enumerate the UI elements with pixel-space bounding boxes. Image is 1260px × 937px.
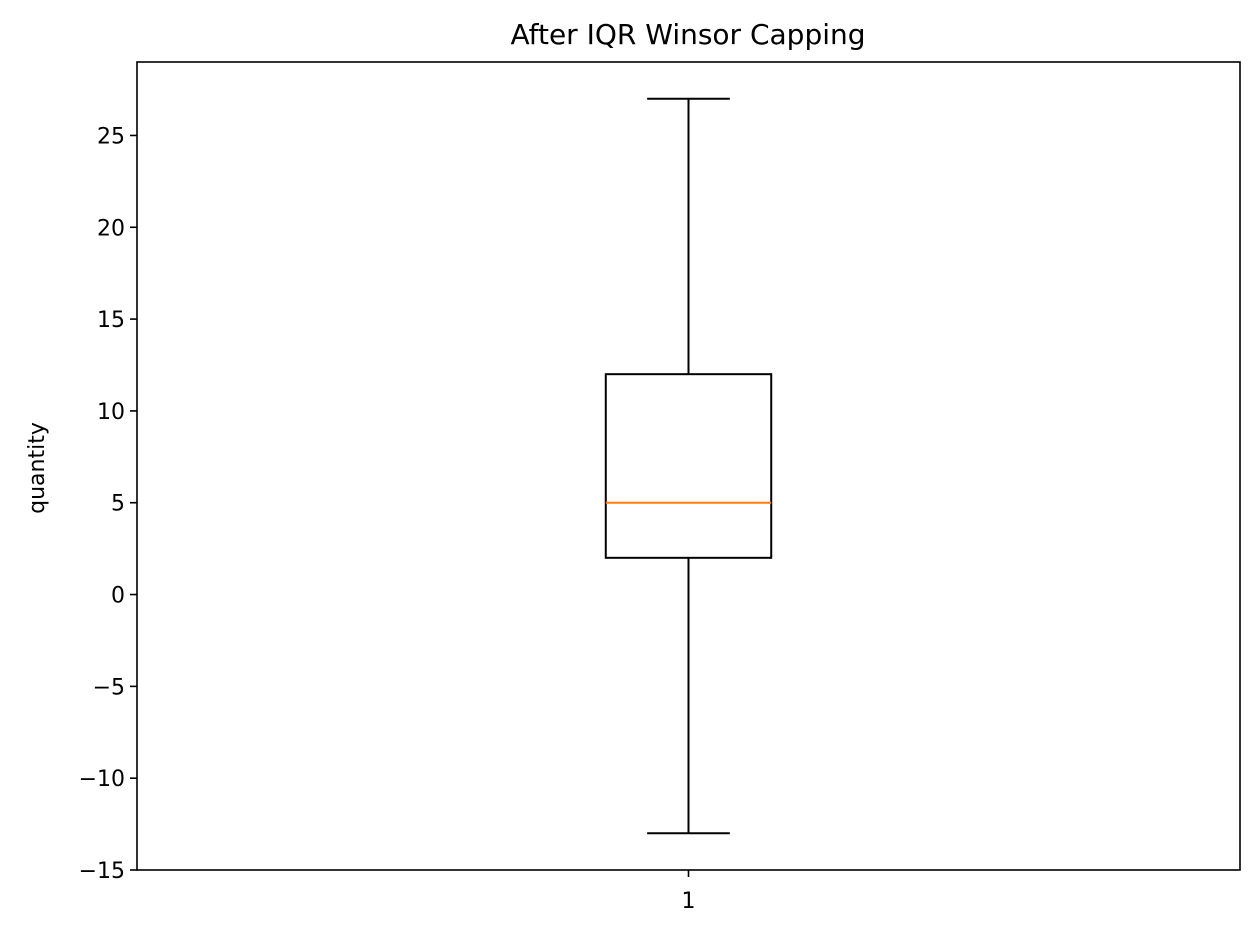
y-tick-label: 0 bbox=[111, 584, 125, 609]
y-tick-label: −5 bbox=[93, 675, 125, 700]
x-tick-label: 1 bbox=[682, 889, 696, 914]
y-tick-label: 20 bbox=[97, 216, 125, 241]
y-tick-label: −15 bbox=[79, 859, 125, 884]
y-tick-label: −10 bbox=[79, 767, 125, 792]
y-tick-label: 10 bbox=[97, 400, 125, 425]
y-axis-label: quantity bbox=[25, 422, 50, 514]
iqr-box bbox=[604, 373, 773, 559]
chart-title: After IQR Winsor Capping bbox=[510, 18, 865, 51]
y-tick-label: 15 bbox=[97, 308, 125, 333]
y-tick-label: 5 bbox=[111, 492, 125, 517]
plot-area: −15 −10 −5 0 5 10 15 20 25 1 bbox=[79, 97, 773, 914]
plot-frame bbox=[136, 61, 1241, 871]
y-tick-label: 25 bbox=[97, 124, 125, 149]
